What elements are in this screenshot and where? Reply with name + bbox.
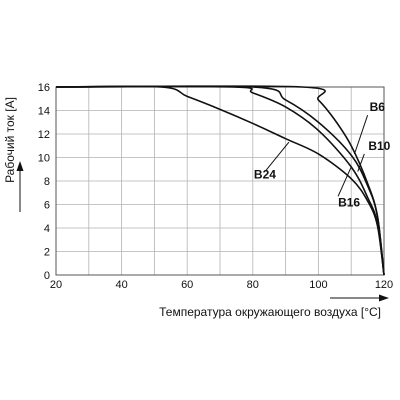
- series-label-b16: B16: [338, 195, 360, 209]
- leader-line-b10: [357, 153, 365, 172]
- x-tick-label: 60: [181, 279, 193, 291]
- series-label-b6: B6: [370, 100, 386, 114]
- y-tick-label: 10: [38, 153, 50, 165]
- y-tick-label: 14: [38, 106, 50, 118]
- x-tick-label: 20: [50, 279, 62, 291]
- y-tick-label: 8: [44, 176, 50, 188]
- x-tick-labels: 20 40 60 80 100 120: [50, 279, 393, 291]
- x-axis-label: Температура окружающего воздуха [°C]: [159, 305, 381, 319]
- y-tick-label: 4: [44, 223, 50, 235]
- series-group: [55, 85, 385, 276]
- y-axis-arrow-head: [16, 161, 24, 171]
- y-tick-labels: 0 2 4 6 8 10 12 14 16: [38, 82, 50, 282]
- x-axis-arrow-head: [379, 294, 389, 302]
- series-line-b16: [55, 85, 385, 276]
- series-label-b24: B24: [254, 167, 276, 181]
- leader-line-b24: [265, 141, 290, 171]
- x-tick-label: 100: [309, 279, 327, 291]
- y-tick-label: 2: [44, 247, 50, 259]
- y-tick-label: 0: [44, 270, 50, 282]
- x-tick-label: 40: [115, 279, 127, 291]
- x-tick-label: 120: [375, 279, 393, 291]
- y-axis-label: Рабочий ток [A]: [3, 97, 17, 183]
- y-tick-label: 6: [44, 200, 50, 212]
- leader-line-b16: [337, 166, 352, 197]
- series-labels: B6 B10 B16 B24: [254, 100, 391, 209]
- grid: [55, 86, 385, 276]
- leader-line-b6: [354, 115, 369, 155]
- y-tick-label: 16: [38, 82, 50, 94]
- x-tick-label: 80: [247, 279, 259, 291]
- y-tick-label: 12: [38, 129, 50, 141]
- series-line-b24: [55, 85, 385, 276]
- series-label-b10: B10: [368, 139, 390, 153]
